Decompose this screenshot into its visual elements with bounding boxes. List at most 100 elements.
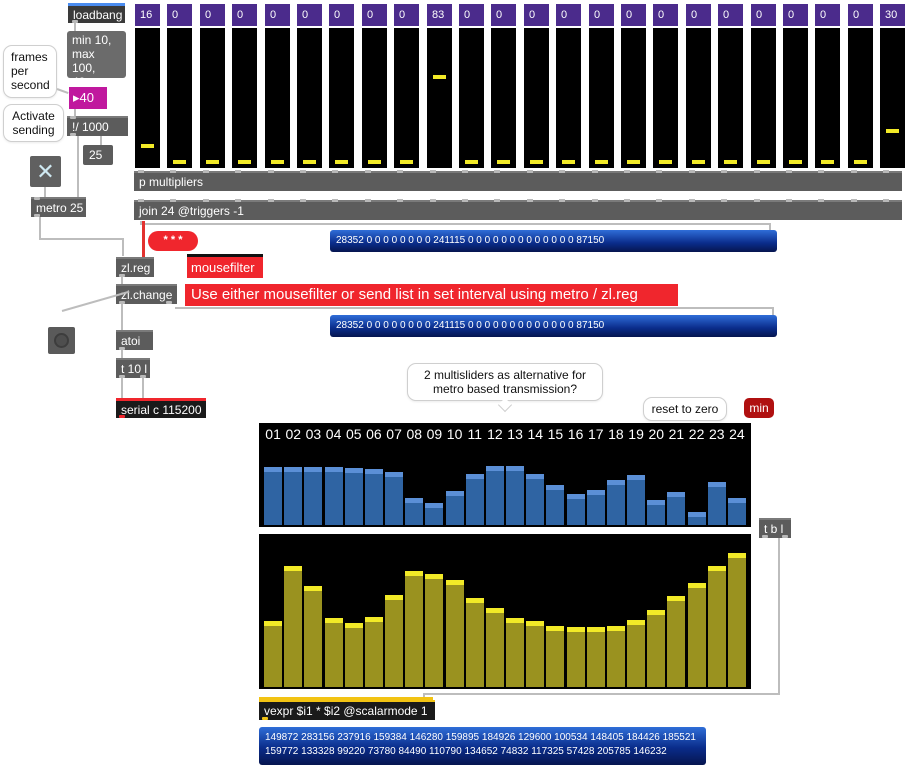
- slider-knob[interactable]: [627, 160, 640, 164]
- vertical-slider-22[interactable]: [815, 28, 840, 168]
- multislider-bar[interactable]: [425, 503, 444, 525]
- slider-value-2[interactable]: 0: [167, 4, 192, 26]
- slider-knob[interactable]: [433, 75, 446, 79]
- activate-toggle[interactable]: ✕: [30, 156, 61, 187]
- slider-knob[interactable]: [692, 160, 705, 164]
- slider-value-12[interactable]: 0: [491, 4, 516, 26]
- multislider-bar[interactable]: [304, 467, 323, 525]
- multislider-bar[interactable]: [485, 608, 504, 687]
- slider-knob[interactable]: [854, 160, 867, 164]
- multislider-bar[interactable]: [445, 580, 464, 687]
- slider-value-19[interactable]: 0: [718, 4, 743, 26]
- vertical-slider-7[interactable]: [329, 28, 354, 168]
- vertical-slider-10[interactable]: [427, 28, 452, 168]
- slider-value-6[interactable]: 0: [297, 4, 322, 26]
- vertical-slider-6[interactable]: [297, 28, 322, 168]
- slider-knob[interactable]: [562, 160, 575, 164]
- multislider-bottom[interactable]: [259, 534, 751, 689]
- zlchange-object[interactable]: zl.change: [116, 284, 177, 304]
- vertical-slider-12[interactable]: [491, 28, 516, 168]
- multislider-bar[interactable]: [344, 468, 363, 525]
- slider-knob[interactable]: [271, 160, 284, 164]
- join-object[interactable]: join 24 @triggers -1: [134, 200, 902, 220]
- slider-knob[interactable]: [886, 129, 899, 133]
- slider-value-3[interactable]: 0: [200, 4, 225, 26]
- multislider-bar[interactable]: [385, 472, 404, 525]
- multislider-bar[interactable]: [586, 490, 605, 525]
- multislider-bar[interactable]: [526, 621, 545, 687]
- multislider-bar[interactable]: [264, 621, 283, 687]
- multislider-bar[interactable]: [405, 571, 424, 687]
- vertical-slider-19[interactable]: [718, 28, 743, 168]
- slider-knob[interactable]: [530, 160, 543, 164]
- vertical-slider-1[interactable]: [135, 28, 160, 168]
- metro-object[interactable]: metro 25: [31, 197, 86, 217]
- min-button[interactable]: min: [744, 398, 774, 418]
- slider-knob[interactable]: [368, 160, 381, 164]
- vertical-slider-9[interactable]: [394, 28, 419, 168]
- multislider-top[interactable]: 01 02 03 04 05 06 07 08 09 10 11 12 13 14 15 16 17 18 19 20…: [259, 423, 751, 527]
- loadbang-object[interactable]: loadbang: [68, 3, 125, 23]
- slider-knob[interactable]: [659, 160, 672, 164]
- mousefilter-indicator[interactable]: * * *: [148, 231, 198, 251]
- slider-knob[interactable]: [173, 160, 186, 164]
- multislider-bar[interactable]: [546, 485, 565, 525]
- multislider-bar[interactable]: [425, 574, 444, 687]
- multislider-bar[interactable]: [586, 627, 605, 687]
- multislider-bar[interactable]: [485, 466, 504, 525]
- atoi-object[interactable]: atoi: [116, 330, 153, 350]
- list-message-1[interactable]: 28352 0 0 0 0 0 0 0 0 241115 0 0 0 0 0 0…: [330, 230, 777, 252]
- zlreg-object[interactable]: zl.reg: [116, 257, 154, 277]
- slider-knob[interactable]: [206, 160, 219, 164]
- multislider-bar[interactable]: [667, 596, 686, 687]
- vertical-slider-17[interactable]: [653, 28, 678, 168]
- slider-knob[interactable]: [303, 160, 316, 164]
- vertical-slider-4[interactable]: [232, 28, 257, 168]
- vertical-slider-2[interactable]: [167, 28, 192, 168]
- slider-value-14[interactable]: 0: [556, 4, 581, 26]
- slider-knob[interactable]: [335, 160, 348, 164]
- vertical-slider-18[interactable]: [686, 28, 711, 168]
- multislider-bar[interactable]: [707, 566, 726, 687]
- multislider-bar[interactable]: [385, 595, 404, 687]
- tbl-object[interactable]: t b l: [759, 518, 791, 538]
- vexpr-object[interactable]: vexpr $i1 * $i2 @scalarmode 1: [259, 700, 435, 720]
- slider-value-5[interactable]: 0: [265, 4, 290, 26]
- slider-value-17[interactable]: 0: [653, 4, 678, 26]
- bang-button[interactable]: [48, 327, 75, 354]
- multislider-bar[interactable]: [627, 475, 646, 525]
- multislider-bar[interactable]: [364, 617, 383, 687]
- slider-value-9[interactable]: 0: [394, 4, 419, 26]
- slider-value-22[interactable]: 0: [815, 4, 840, 26]
- slider-value-18[interactable]: 0: [686, 4, 711, 26]
- multislider-bar[interactable]: [344, 623, 363, 687]
- multislider-bar[interactable]: [526, 474, 545, 525]
- multislider-bar[interactable]: [627, 620, 646, 687]
- multislider-bar[interactable]: [284, 566, 303, 687]
- multislider-bar[interactable]: [687, 583, 706, 687]
- multislider-bar[interactable]: [606, 480, 625, 525]
- list-message-2[interactable]: 28352 0 0 0 0 0 0 0 0 241115 0 0 0 0 0 0…: [330, 315, 777, 337]
- slider-value-11[interactable]: 0: [459, 4, 484, 26]
- slider-knob[interactable]: [465, 160, 478, 164]
- slider-knob[interactable]: [238, 160, 251, 164]
- vertical-slider-3[interactable]: [200, 28, 225, 168]
- slider-knob[interactable]: [400, 160, 413, 164]
- multislider-bar[interactable]: [405, 498, 424, 525]
- slider-value-1[interactable]: 16: [135, 4, 160, 26]
- multislider-bar[interactable]: [667, 492, 686, 525]
- multislider-bar[interactable]: [364, 469, 383, 525]
- slider-knob[interactable]: [141, 144, 154, 148]
- multislider-bar[interactable]: [465, 474, 484, 525]
- vexpr-output-message[interactable]: 149872 283156 237916 159384 146280 15989…: [259, 727, 706, 765]
- multislider-bar[interactable]: [445, 491, 464, 525]
- multislider-bar[interactable]: [284, 467, 303, 525]
- slider-value-4[interactable]: 0: [232, 4, 257, 26]
- multislider-bar[interactable]: [506, 466, 525, 525]
- multislider-bar[interactable]: [324, 618, 343, 687]
- slider-knob[interactable]: [757, 160, 770, 164]
- multislider-bar[interactable]: [647, 500, 666, 525]
- slider-value-23[interactable]: 0: [848, 4, 873, 26]
- slider-value-10[interactable]: 83: [427, 4, 452, 26]
- vertical-slider-15[interactable]: [589, 28, 614, 168]
